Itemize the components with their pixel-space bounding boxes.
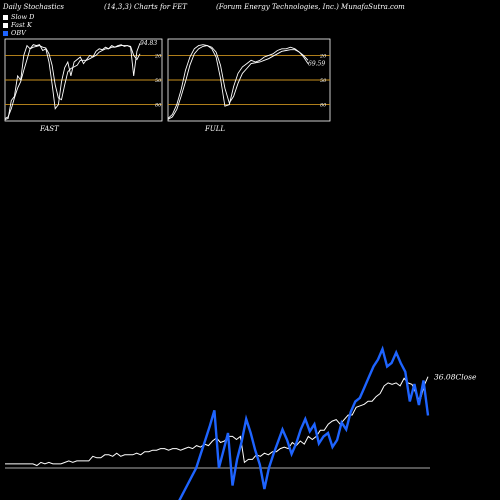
legend-label-fast-k: Fast K bbox=[11, 21, 32, 29]
fast-tick-label: 50 bbox=[155, 78, 162, 84]
full-panel-title: FULL bbox=[204, 125, 225, 133]
full-series-fast-k bbox=[167, 44, 309, 119]
fast-tick-label: 80 bbox=[155, 103, 162, 109]
legend-label-slow-d: Slow D bbox=[11, 13, 35, 21]
legend-swatch-obv bbox=[3, 30, 8, 36]
legend-item-slow-d: Slow D bbox=[3, 13, 34, 21]
close-value-label: 36.08Close bbox=[434, 373, 477, 382]
full-tick-label: 50 bbox=[320, 78, 327, 84]
obv-line bbox=[178, 345, 430, 500]
full-tick-label: 20 bbox=[319, 53, 327, 59]
fast-tick-label: 20 bbox=[154, 53, 162, 59]
legend-label-obv: OBV bbox=[11, 29, 26, 37]
legend-item-fast-k: Fast K bbox=[3, 21, 34, 29]
full-series-slow-d bbox=[167, 45, 309, 120]
full-last-value-label: 69.59 bbox=[308, 61, 325, 68]
fast-series-slow-d bbox=[4, 45, 141, 119]
legend-item-obv: OBV bbox=[3, 29, 34, 37]
chart-title-mid: (14,3,3) Charts for FET bbox=[104, 3, 187, 11]
legend: Slow D Fast K OBV bbox=[3, 13, 34, 37]
fast-last-value-label: 94.83 bbox=[140, 40, 157, 47]
fast-series-fast-k bbox=[4, 42, 141, 120]
fast-panel-title: FAST bbox=[39, 125, 60, 133]
legend-swatch-fast-k bbox=[3, 22, 8, 28]
legend-swatch-slow-d bbox=[3, 14, 8, 20]
chart-title-left: Daily Stochastics bbox=[3, 3, 65, 11]
chart-title-right: (Forum Energy Technologies, Inc.) Munafa… bbox=[216, 3, 405, 11]
full-tick-label: 80 bbox=[320, 103, 327, 109]
